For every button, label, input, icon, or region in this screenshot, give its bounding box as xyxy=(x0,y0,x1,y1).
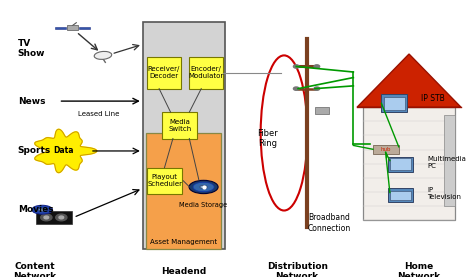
Circle shape xyxy=(44,216,49,219)
Text: Receiver/
Decoder: Receiver/ Decoder xyxy=(147,66,180,79)
Text: hub: hub xyxy=(380,147,391,152)
Bar xyxy=(373,145,399,154)
Text: Content
Network: Content Network xyxy=(14,262,57,277)
Text: Fiber
Ring: Fiber Ring xyxy=(257,129,278,148)
Text: Headend: Headend xyxy=(161,267,206,276)
Circle shape xyxy=(59,216,64,219)
Point xyxy=(200,185,207,189)
Text: Movies: Movies xyxy=(18,205,53,214)
Bar xyxy=(55,27,66,29)
Text: Media
Switch: Media Switch xyxy=(168,119,191,132)
Text: TV
Show: TV Show xyxy=(18,39,45,58)
Text: IP STB: IP STB xyxy=(421,94,445,103)
Bar xyxy=(315,107,329,114)
Text: Asset Management: Asset Management xyxy=(150,239,217,245)
Text: Sports: Sports xyxy=(18,147,51,155)
Text: IP
Television: IP Television xyxy=(427,188,461,200)
Bar xyxy=(36,211,72,224)
Ellipse shape xyxy=(193,182,214,192)
Ellipse shape xyxy=(200,185,207,189)
Text: Home
Network: Home Network xyxy=(397,262,440,277)
Bar xyxy=(146,133,221,249)
Text: Distribution
Network: Distribution Network xyxy=(267,262,328,277)
Bar xyxy=(390,158,411,170)
Circle shape xyxy=(41,214,52,221)
Text: Data: Data xyxy=(53,147,73,155)
Circle shape xyxy=(314,87,320,90)
Bar xyxy=(444,115,455,206)
Text: News: News xyxy=(18,97,45,106)
Ellipse shape xyxy=(189,180,218,194)
Bar xyxy=(162,112,197,138)
Bar xyxy=(67,25,78,30)
Text: Broadband
Connection: Broadband Connection xyxy=(308,213,351,233)
Bar xyxy=(363,107,455,220)
Bar xyxy=(189,57,223,89)
Bar xyxy=(147,57,181,89)
Text: Multimedia
PC: Multimedia PC xyxy=(427,156,466,168)
Bar xyxy=(384,97,405,110)
Circle shape xyxy=(314,65,320,68)
Polygon shape xyxy=(357,54,461,107)
Bar xyxy=(388,188,413,202)
Ellipse shape xyxy=(32,205,52,214)
Bar xyxy=(79,27,90,29)
Circle shape xyxy=(293,87,299,90)
Circle shape xyxy=(293,65,299,68)
Ellipse shape xyxy=(38,208,46,211)
Text: Encoder/
Modulator: Encoder/ Modulator xyxy=(188,66,224,79)
Text: Media Storage: Media Storage xyxy=(179,202,228,208)
Bar xyxy=(390,191,411,200)
Ellipse shape xyxy=(94,52,112,59)
Polygon shape xyxy=(35,129,97,173)
Bar xyxy=(388,157,413,172)
Text: Leased Line: Leased Line xyxy=(78,111,119,117)
Text: Playout
Scheduler: Playout Scheduler xyxy=(147,174,182,187)
Bar xyxy=(381,94,407,112)
Circle shape xyxy=(56,214,67,221)
Bar xyxy=(147,168,182,194)
Bar xyxy=(143,22,225,249)
